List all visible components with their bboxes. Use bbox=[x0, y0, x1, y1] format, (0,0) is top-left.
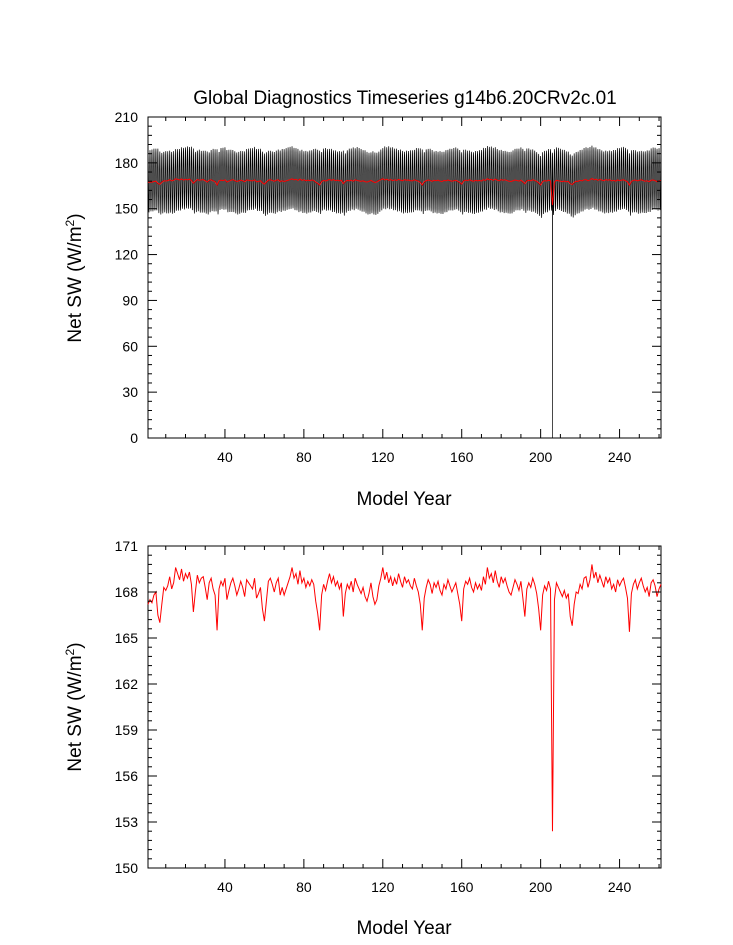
chart-title: Global Diagnostics Timeseries g14b6.20CR… bbox=[193, 88, 617, 109]
bottom-y-tick-label: 168 bbox=[115, 584, 139, 600]
bottom-x-axis-label: Model Year bbox=[356, 918, 452, 939]
top-annual-mean-line bbox=[147, 177, 662, 206]
bottom-axes: 40 80 120 160 200 240 150 153 156 159 162 165 168 171 bbox=[115, 538, 661, 895]
top-y-tick-label: 210 bbox=[115, 109, 139, 125]
top-x-tick-label: 80 bbox=[296, 449, 312, 465]
top-x-tick-label: 160 bbox=[450, 449, 474, 465]
top-y-axis-label-sup: 2 bbox=[63, 219, 77, 226]
top-x-tick-label: 200 bbox=[529, 449, 553, 465]
bottom-panel: 40 80 120 160 200 240 150 153 156 159 162 165 168 171… bbox=[63, 538, 662, 939]
top-y-tick-label: 180 bbox=[115, 155, 139, 171]
bottom-y-axis-label-sup: 2 bbox=[63, 648, 77, 655]
bottom-y-tick-label: 165 bbox=[115, 630, 139, 646]
bottom-y-axis-label-main: Net SW (W/m bbox=[65, 655, 86, 771]
top-plot-frame bbox=[147, 116, 662, 439]
bottom-y-axis-label-tail: ) bbox=[65, 642, 86, 648]
top-x-tick-label: 240 bbox=[608, 449, 632, 465]
top-y-tick-label: 0 bbox=[130, 430, 138, 446]
top-y-axis-label-tail: ) bbox=[65, 213, 86, 219]
top-y-axis-label-main: Net SW (W/m bbox=[65, 226, 86, 342]
bottom-y-axis-label: Net SW (W/m2) bbox=[63, 642, 86, 771]
bottom-annual-mean-line bbox=[147, 564, 662, 832]
bottom-series-group bbox=[147, 564, 662, 832]
bottom-x-tick-label: 120 bbox=[371, 879, 395, 895]
bottom-y-tick-label: 156 bbox=[115, 768, 139, 784]
top-series-group bbox=[147, 145, 662, 439]
bottom-y-tick-label: 171 bbox=[115, 538, 139, 554]
top-y-axis-label: Net SW (W/m2) bbox=[63, 213, 86, 342]
bottom-y-tick-label: 150 bbox=[115, 860, 139, 876]
bottom-x-tick-label: 40 bbox=[217, 879, 233, 895]
bottom-x-tick-label: 200 bbox=[529, 879, 553, 895]
bottom-plot-frame bbox=[147, 545, 662, 869]
top-axes: 40 80 120 160 200 240 0 30 60 90 120 150 180 210 bbox=[115, 109, 661, 465]
top-x-tick-label: 40 bbox=[217, 449, 233, 465]
top-y-tick-label: 120 bbox=[115, 247, 139, 263]
top-x-axis-label: Model Year bbox=[356, 489, 452, 510]
bottom-x-tick-label: 80 bbox=[296, 879, 312, 895]
top-panel: 40 80 120 160 200 240 0 30 60 90 120 150 180 210 Mode… bbox=[63, 109, 662, 510]
bottom-y-tick-label: 153 bbox=[115, 814, 139, 830]
top-y-tick-label: 60 bbox=[122, 338, 138, 354]
top-y-tick-label: 150 bbox=[115, 201, 139, 217]
top-y-tick-label: 30 bbox=[122, 384, 138, 400]
bottom-y-tick-label: 162 bbox=[115, 676, 139, 692]
bottom-x-tick-label: 160 bbox=[450, 879, 474, 895]
top-x-tick-label: 120 bbox=[371, 449, 395, 465]
bottom-y-tick-label: 159 bbox=[115, 722, 139, 738]
top-monthly-series-line bbox=[147, 145, 662, 439]
bottom-x-tick-label: 240 bbox=[608, 879, 632, 895]
top-y-tick-label: 90 bbox=[122, 292, 138, 308]
